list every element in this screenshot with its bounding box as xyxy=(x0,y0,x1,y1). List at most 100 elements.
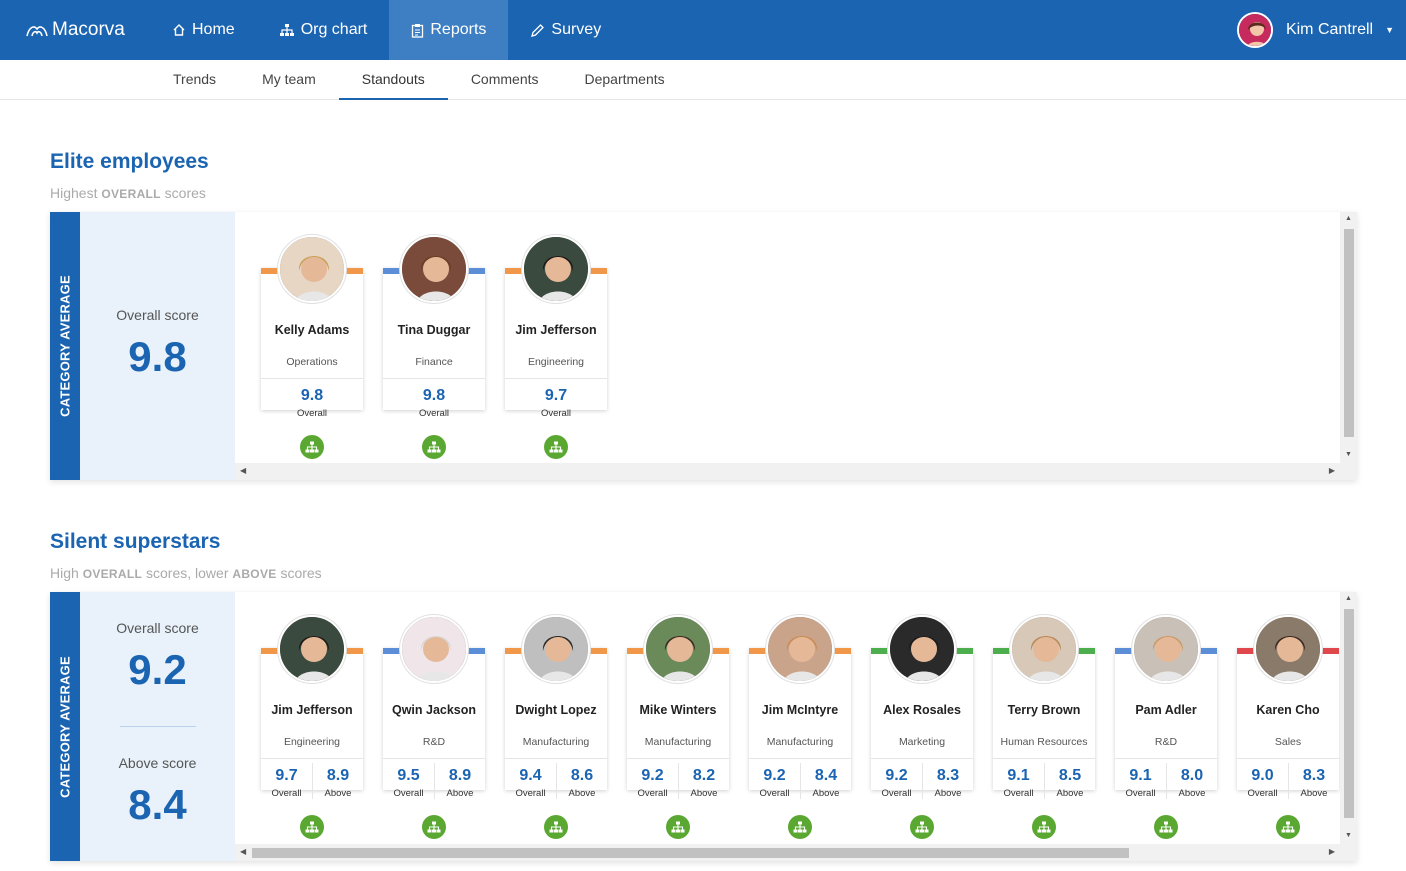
employee-avatar[interactable] xyxy=(278,615,346,683)
org-chart-icon xyxy=(1037,821,1051,833)
silent-cards-area: Jim Jefferson Engineering 9.7 Overall 8.9 Abo… xyxy=(235,592,1340,844)
employee-card[interactable]: Kelly Adams Operations 9.8 Overall xyxy=(261,235,363,459)
pencil-icon xyxy=(530,23,551,38)
above-score: 8.3 Above xyxy=(1289,767,1339,799)
employee-card[interactable]: Qwin Jackson R&D 9.5 Overall 8.9 Above xyxy=(383,615,485,839)
vertical-scrollbar[interactable]: ▲ ▼ xyxy=(1340,212,1357,463)
employee-card[interactable]: Dwight Lopez Manufacturing 9.4 Overall 8.6 Ab… xyxy=(505,615,607,839)
org-chart-button[interactable] xyxy=(1154,815,1178,839)
employee-avatar[interactable] xyxy=(766,615,834,683)
employee-avatar[interactable] xyxy=(1132,615,1200,683)
employee-avatar[interactable] xyxy=(522,615,590,683)
brand-name: Macorva xyxy=(52,19,125,40)
tab-standouts[interactable]: Standouts xyxy=(338,60,448,100)
employee-avatar[interactable] xyxy=(644,615,712,683)
employee-avatar[interactable] xyxy=(1254,615,1322,683)
divider xyxy=(312,763,313,799)
org-chart-button[interactable] xyxy=(910,815,934,839)
above-score-label: Above xyxy=(1178,788,1206,799)
employee-card[interactable]: Tina Duggar Finance 9.8 Overall xyxy=(383,235,485,459)
nav-survey[interactable]: Survey xyxy=(508,0,623,60)
org-chart-button[interactable] xyxy=(300,815,324,839)
employee-department: Engineering xyxy=(527,356,585,368)
category-average-box: Overall score 9.8 xyxy=(80,212,235,480)
org-chart-icon xyxy=(279,23,301,37)
overall-score: 9.2 Overall xyxy=(871,767,922,799)
overall-score-label: Overall xyxy=(271,788,302,799)
tab-trends[interactable]: Trends xyxy=(173,71,217,87)
overall-score-label: Overall xyxy=(540,408,572,419)
overall-score-label: Overall score xyxy=(116,307,199,323)
employee-card[interactable]: Jim Jefferson Engineering 9.7 Overall 8.9 Abo… xyxy=(261,615,363,839)
above-score-label: Above xyxy=(324,788,352,799)
above-score-label: Above xyxy=(1300,788,1328,799)
org-chart-button[interactable] xyxy=(422,435,446,459)
divider xyxy=(871,758,973,759)
employee-avatar[interactable] xyxy=(400,235,468,303)
user-menu[interactable]: Kim Cantrell ▼ xyxy=(1236,0,1406,60)
employee-avatar[interactable] xyxy=(1010,615,1078,683)
org-chart-icon xyxy=(305,821,319,833)
divider xyxy=(993,758,1095,759)
org-chart-button[interactable] xyxy=(788,815,812,839)
nav-org-chart[interactable]: Org chart xyxy=(257,0,390,60)
employee-card[interactable]: Mike Winters Manufacturing 9.2 Overall 8.2 Ab… xyxy=(627,615,729,839)
caret-down-icon: ▼ xyxy=(1385,25,1394,35)
overall-score-label: Overall xyxy=(1003,788,1034,799)
employee-card[interactable]: Pam Adler R&D 9.1 Overall 8.0 Above xyxy=(1115,615,1217,839)
divider xyxy=(261,758,363,759)
overall-score-value: 9.8 xyxy=(128,333,187,380)
overall-score-value: 9.7 xyxy=(544,387,568,404)
org-chart-button[interactable] xyxy=(300,435,324,459)
vertical-scrollbar[interactable]: ▲ ▼ xyxy=(1340,592,1357,844)
org-chart-button[interactable] xyxy=(1276,815,1300,839)
org-chart-button[interactable] xyxy=(666,815,690,839)
overall-score-label: Overall xyxy=(515,788,546,799)
overall-score: 9.1 Overall xyxy=(993,767,1044,799)
employee-department: Manufacturing xyxy=(644,736,712,748)
overall-score-value: 9.8 xyxy=(422,387,446,404)
employee-name: Qwin Jackson xyxy=(391,703,477,717)
employee-card[interactable]: Terry Brown Human Resources 9.1 Overall 8.5 A… xyxy=(993,615,1095,839)
horizontal-scrollbar[interactable]: ◀ ▶ xyxy=(235,844,1357,861)
overall-score-label: Overall xyxy=(1125,788,1156,799)
above-score-label: Above xyxy=(934,788,962,799)
overall-score-value: 9.4 xyxy=(519,767,542,784)
tab-comments[interactable]: Comments xyxy=(470,71,539,87)
employee-card[interactable]: Jim McIntyre Manufacturing 9.2 Overall 8.4 Ab… xyxy=(749,615,851,839)
employee-department: Finance xyxy=(415,356,453,368)
overall-score: 9.2 Overall xyxy=(749,767,800,799)
brand-logo[interactable]: Macorva xyxy=(26,18,125,42)
org-chart-button[interactable] xyxy=(544,815,568,839)
tab-departments[interactable]: Departments xyxy=(584,71,665,87)
above-score-value: 8.4 xyxy=(814,767,838,784)
employee-name: Jim Jefferson xyxy=(271,703,353,717)
employee-department: Sales xyxy=(1274,736,1302,748)
org-chart-button[interactable] xyxy=(1032,815,1056,839)
elite-section-subtitle: Highest OVERALL scores xyxy=(50,185,206,201)
above-score-label: Above xyxy=(1056,788,1084,799)
tab-my-team[interactable]: My team xyxy=(262,71,316,87)
employee-name: Kelly Adams xyxy=(274,323,350,337)
overall-score-value: 9.8 xyxy=(300,387,324,404)
above-score-value: 8.9 xyxy=(448,767,472,784)
org-chart-button[interactable] xyxy=(544,435,568,459)
nav-label: Home xyxy=(192,21,235,38)
overall-score-label: Overall score xyxy=(116,620,199,636)
home-icon xyxy=(172,23,192,37)
employee-avatar[interactable] xyxy=(522,235,590,303)
nav-reports[interactable]: Reports xyxy=(389,0,509,60)
employee-avatar[interactable] xyxy=(888,615,956,683)
divider xyxy=(800,763,801,799)
horizontal-scrollbar[interactable]: ◀ ▶ xyxy=(235,463,1357,480)
employee-card[interactable]: Karen Cho Sales 9.0 Overall 8.3 Above xyxy=(1237,615,1339,839)
above-score-label: Above xyxy=(568,788,596,799)
employee-avatar[interactable] xyxy=(278,235,346,303)
employee-card[interactable]: Alex Rosales Marketing 9.2 Overall 8.3 Above xyxy=(871,615,973,839)
above-score: 8.4 Above xyxy=(801,767,851,799)
employee-avatar[interactable] xyxy=(400,615,468,683)
employee-card[interactable]: Jim Jefferson Engineering 9.7 Overall xyxy=(505,235,607,459)
divider xyxy=(1237,758,1339,759)
nav-home[interactable]: Home xyxy=(150,0,257,60)
org-chart-button[interactable] xyxy=(422,815,446,839)
